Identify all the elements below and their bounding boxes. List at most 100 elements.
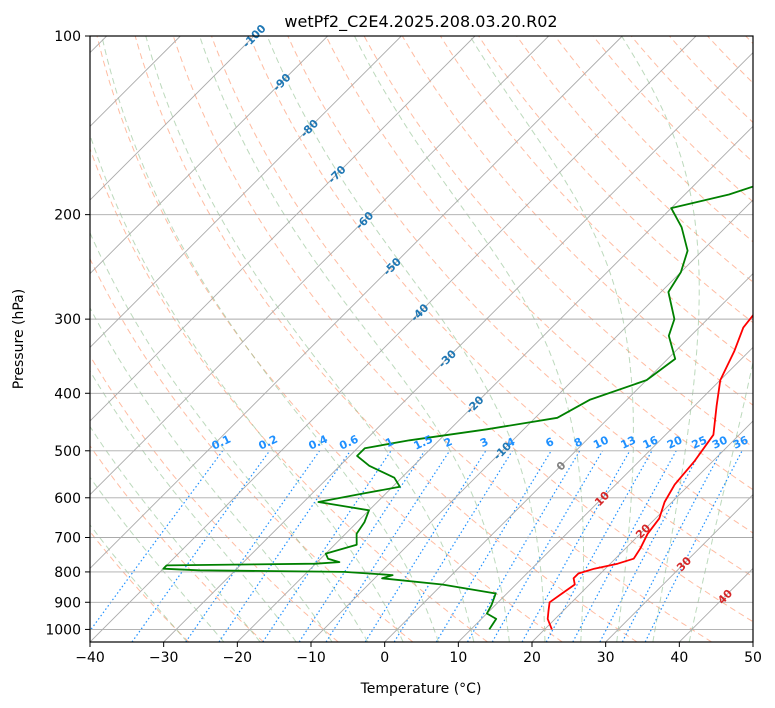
y-tick-label: 400 [54, 386, 81, 402]
isotherm-label: -70 [325, 163, 348, 186]
dry-adiabat [516, 36, 753, 283]
y-tick-label: 1000 [45, 622, 81, 638]
mixing-ratio-label: 0.2 [257, 433, 280, 453]
moist-adiabat [354, 36, 584, 642]
isotherm-label: -50 [381, 255, 404, 278]
isotherm-label: 20 [633, 521, 653, 541]
isotherm-label: -40 [408, 301, 431, 324]
dry-adiabat [90, 354, 339, 642]
moist-adiabat [688, 360, 753, 642]
dry-adiabat [90, 147, 488, 642]
isotherm-label: 40 [715, 587, 735, 607]
x-tick-label: 0 [380, 650, 389, 666]
dry-adiabat [287, 36, 753, 534]
y-tick-label: 100 [54, 29, 81, 45]
x-tick-label: 30 [597, 650, 615, 666]
dry-adiabat [669, 36, 753, 124]
mixing-ratio-label: 8 [572, 435, 584, 450]
isotherm-line [752, 641, 753, 642]
x-tick-label: −30 [149, 650, 179, 666]
mixing-ratio-line [298, 450, 426, 642]
moist-adiabat [90, 476, 225, 642]
dry-adiabat [90, 530, 190, 642]
dry-adiabat [249, 36, 753, 578]
mixing-ratio-label: 20 [665, 433, 685, 451]
isotherm-line [237, 125, 753, 642]
isotherm-line [163, 52, 753, 642]
isotherm-line [384, 273, 753, 642]
isotherm-line [531, 420, 753, 642]
moist-adiabat [90, 133, 404, 642]
temperature-profile-line [546, 313, 753, 630]
dry-adiabat [439, 36, 753, 365]
x-tick-label: 10 [449, 650, 467, 666]
mixing-ratio-line [218, 450, 351, 642]
mixing-ratio-label: 36 [731, 433, 751, 451]
moist-adiabat [101, 36, 439, 642]
isotherm-label: -60 [353, 209, 376, 232]
isotherm-label: -80 [298, 117, 321, 140]
isotherm-line [90, 36, 697, 642]
dewpoint-profile-line [162, 185, 753, 630]
isotherm-line [458, 346, 753, 642]
x-tick-label: 20 [523, 650, 541, 666]
y-tick-label: 600 [54, 491, 81, 507]
moist-adiabat [90, 231, 369, 642]
x-axis-label: Temperature (°C) [360, 681, 482, 697]
dry-adiabat [707, 36, 753, 84]
moist-adiabat [145, 36, 475, 642]
isotherm-line [90, 36, 476, 422]
mixing-ratio-line [599, 450, 702, 642]
mixing-ratio-label: 30 [710, 433, 730, 451]
dry-adiabat [325, 36, 753, 491]
isotherm-line [90, 36, 328, 275]
isotherm-line [90, 36, 623, 569]
dry-adiabat [745, 36, 753, 45]
chart-title: wetPf2_C2E4.2025.208.03.20.R02 [284, 12, 557, 32]
isotherm-label: 30 [674, 554, 694, 574]
mixing-ratio-label: 25 [690, 434, 709, 452]
dry-adiabat [134, 36, 638, 642]
moist-adiabat [90, 370, 297, 642]
moist-adiabat [621, 36, 700, 642]
dry-adiabat [592, 36, 753, 203]
dry-adiabat [172, 36, 712, 642]
mixing-ratio-label: 16 [641, 433, 661, 451]
moist-adiabat [469, 36, 634, 642]
isotherm-label: -90 [270, 71, 293, 94]
isotherm-label: 10 [592, 489, 612, 509]
isotherm-line [310, 199, 753, 642]
x-tick-label: −20 [223, 650, 253, 666]
y-tick-label: 200 [54, 208, 81, 224]
x-tick-label: 50 [744, 650, 762, 666]
y-tick-label: 500 [54, 444, 81, 460]
isotherm-line [90, 36, 402, 348]
isotherm-label: 0 [554, 459, 569, 474]
plot-frame [89, 35, 754, 643]
isotherm-label: -20 [463, 393, 486, 416]
dry-adiabat [554, 36, 753, 243]
x-tick-label: 40 [670, 650, 688, 666]
mixing-ratio-label: 0.6 [337, 432, 360, 452]
isotherm-line [605, 494, 753, 642]
dry-adiabat [90, 444, 264, 642]
isotherm-line [90, 36, 549, 496]
mixing-ratio-line [90, 450, 224, 632]
y-tick-label: 800 [54, 565, 81, 581]
moist-adiabat [90, 524, 188, 642]
mixing-ratio-label: 13 [619, 433, 638, 451]
isotherm-label: -30 [436, 347, 459, 370]
mixing-ratio-label: 0.1 [210, 433, 233, 453]
isotherm-line [679, 567, 753, 642]
x-tick-label: −10 [296, 650, 326, 666]
x-tick-label: −40 [75, 650, 105, 666]
mixing-ratio-label: 3 [478, 435, 490, 450]
y-tick-label: 700 [54, 531, 81, 547]
isotherm-line [90, 36, 255, 201]
dry-adiabat [96, 36, 563, 642]
dry-adiabat [211, 36, 753, 623]
dry-adiabat [90, 257, 414, 642]
mixing-ratio-line [325, 450, 451, 642]
mixing-ratio-label: 1.5 [412, 433, 435, 453]
